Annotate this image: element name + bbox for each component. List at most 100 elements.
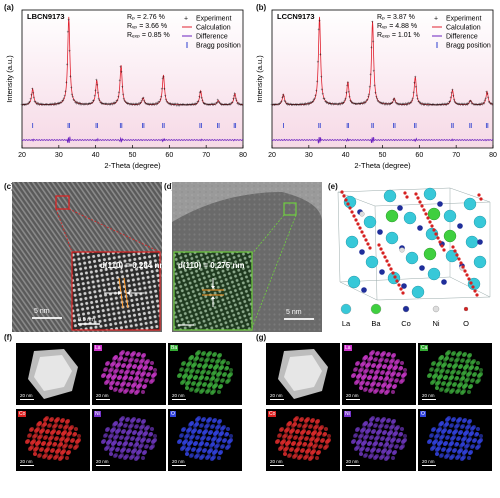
experiment-point: +: [52, 102, 55, 107]
experiment-point: +: [487, 95, 490, 100]
scale-label: 20 nm: [422, 459, 435, 464]
experiment-point: +: [475, 102, 478, 107]
experiment-point: +: [489, 102, 492, 107]
experiment-point: +: [411, 96, 414, 101]
experiment-point: +: [167, 101, 170, 106]
element-label: La: [344, 345, 352, 351]
ba-atom: [423, 247, 437, 261]
experiment-point: +: [274, 102, 277, 107]
experiment-point: +: [160, 94, 163, 99]
experiment-point: +: [401, 101, 404, 106]
experiment-point: +: [486, 91, 489, 96]
experiment-point: +: [97, 90, 100, 95]
la-atom: [363, 215, 377, 229]
experiment-point: +: [24, 102, 27, 107]
experiment-point: +: [321, 92, 324, 97]
calculation-line: [21, 16, 244, 106]
o-atom: [381, 251, 385, 255]
experiment-point: +: [270, 102, 273, 107]
co-atom: [361, 287, 367, 293]
legend-entry: Experiment: [446, 16, 481, 23]
la-atom: [343, 195, 357, 209]
experiment-point: +: [41, 102, 44, 107]
o-atom: [455, 253, 459, 257]
map-image: [25, 416, 81, 461]
experiment-point: +: [137, 101, 140, 106]
experiment-point: +: [420, 102, 423, 107]
element-label: Ni: [344, 411, 351, 417]
experiment-point: +: [234, 91, 237, 96]
experiment-point: +: [375, 95, 378, 100]
o-atom: [403, 191, 407, 195]
experiment-point: +: [296, 102, 299, 107]
experiment-point: +: [461, 103, 464, 108]
experiment-point: +: [287, 102, 290, 107]
experiment-point: +: [116, 98, 119, 103]
element-label: O: [420, 411, 426, 417]
experiment-point: +: [292, 102, 295, 107]
experiment-point: +: [358, 102, 361, 107]
experiment-point: +: [150, 102, 153, 107]
experiment-point: +: [238, 102, 241, 107]
experiment-point: +: [362, 100, 365, 105]
experiment-point: +: [310, 101, 313, 106]
experiment-point: +: [74, 100, 77, 105]
experiment-point: +: [432, 103, 435, 108]
experiment-point: +: [428, 102, 431, 107]
sample-label: LCCN9173: [277, 12, 315, 21]
experiment-point: +: [186, 102, 189, 107]
o-atom: [387, 263, 391, 267]
experiment-point: +: [198, 94, 201, 99]
scale-label: 20 nm: [270, 459, 283, 464]
experiment-point: +: [91, 101, 94, 106]
experiment-point: +: [392, 97, 395, 102]
experiment-point: +: [180, 103, 183, 108]
element-label: Co: [268, 411, 277, 417]
experiment-point: +: [98, 98, 101, 103]
experiment-point: +: [82, 102, 85, 107]
experiment-point: +: [225, 102, 228, 107]
x-tick-label: 70: [202, 152, 210, 159]
experiment-point: +: [341, 101, 344, 106]
experiment-point: +: [300, 102, 303, 107]
experiment-point: +: [49, 102, 52, 107]
experiment-point: +: [425, 103, 428, 108]
experiment-point: +: [143, 99, 146, 104]
experiment-point: +: [37, 102, 40, 107]
experiment-point: +: [352, 101, 355, 106]
experiment-point: +: [394, 98, 397, 103]
experiment-point: +: [342, 100, 345, 105]
experiment-point: +: [148, 102, 151, 107]
experiment-point: +: [47, 102, 50, 107]
eds-map-o: O 20 nm: [418, 409, 492, 471]
experiment-point: +: [170, 102, 173, 107]
experiment-point: +: [427, 103, 430, 108]
experiment-point: +: [118, 78, 121, 83]
experiment-point: +: [183, 102, 186, 107]
experiment-point: +: [308, 101, 311, 106]
experiment-point: +: [230, 100, 233, 105]
experiment-point: +: [87, 101, 90, 106]
legend-label-ba: Ba: [371, 319, 381, 328]
o-atom: [364, 238, 368, 242]
experiment-point: +: [229, 102, 232, 107]
experiment-point: +: [44, 102, 47, 107]
experiment-point: +: [303, 101, 306, 106]
ni-atom: [399, 247, 405, 253]
experiment-point: +: [385, 102, 388, 107]
difference-line: [271, 136, 494, 144]
experiment-point: +: [356, 102, 359, 107]
experiment-point: +: [159, 97, 162, 102]
experiment-point: +: [454, 100, 457, 105]
la-atom: [443, 209, 457, 223]
experiment-point: +: [193, 101, 196, 106]
experiment-point: +: [81, 101, 84, 106]
scale-label: 20 nm: [20, 459, 33, 464]
la-atom: [465, 235, 479, 249]
experiment-point: +: [54, 102, 57, 107]
experiment-point: +: [213, 101, 216, 106]
experiment-point: +: [131, 101, 134, 106]
experiment-point: +: [204, 101, 207, 106]
experiment-point: +: [357, 101, 360, 106]
experiment-point: +: [71, 92, 74, 97]
